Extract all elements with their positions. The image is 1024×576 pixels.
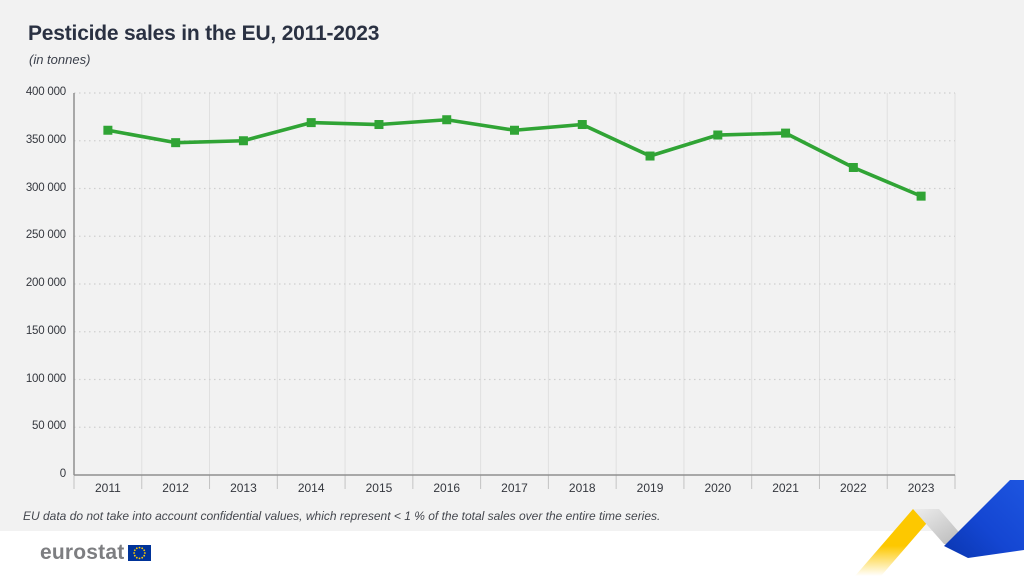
chart-subtitle: (in tonnes)	[29, 52, 91, 67]
chart-footnote: EU data do not take into account confide…	[23, 509, 661, 523]
footer-band	[0, 531, 1024, 576]
x-tick-label: 2020	[704, 481, 732, 495]
data-point-marker	[442, 115, 452, 125]
x-tick-label: 2021	[772, 481, 799, 495]
y-tick-label: 200 000	[25, 277, 66, 289]
data-point-marker	[916, 191, 926, 201]
x-tick-label: 2011	[94, 481, 121, 495]
data-point-marker	[577, 120, 587, 130]
data-point-marker	[171, 138, 181, 148]
eu-flag-stars	[133, 546, 147, 560]
data-point-marker	[103, 125, 113, 135]
data-point-marker	[781, 128, 791, 138]
x-tick-label: 2012	[162, 481, 189, 495]
y-tick-label: 100 000	[25, 372, 66, 385]
data-point-marker	[238, 136, 248, 146]
x-tick-label: 2023	[907, 481, 935, 495]
y-tick-label: 350 000	[25, 133, 66, 146]
x-tick-label: 2015	[365, 481, 393, 495]
x-tick-label: 2017	[501, 481, 528, 495]
eurostat-logo: eurostat	[40, 541, 152, 565]
y-tick-label: 150 000	[25, 324, 66, 337]
x-tick-label: 2013	[230, 481, 257, 495]
y-tick-label: 400 000	[25, 86, 66, 98]
data-point-marker	[374, 120, 384, 130]
x-tick-label: 2014	[297, 481, 325, 495]
eurostat-ribbon-icon	[855, 480, 1024, 576]
x-tick-label: 2018	[568, 481, 596, 495]
x-tick-label: 2019	[636, 481, 664, 495]
data-point-marker	[510, 125, 519, 135]
x-tick-label: 2022	[839, 481, 867, 495]
data-point-marker	[306, 118, 316, 128]
x-tick-label: 2016	[433, 481, 461, 495]
y-tick-label: 300 000	[25, 181, 66, 194]
y-tick-label: 50 000	[32, 420, 66, 433]
eurostat-logo-text: eurostat	[40, 541, 125, 564]
data-point-marker	[645, 151, 655, 161]
y-tick-label: 0	[59, 468, 66, 480]
chart-title: Pesticide sales in the EU, 2011-2023	[28, 22, 380, 45]
eu-flag-icon	[128, 545, 152, 561]
y-tick-label: 250 000	[25, 229, 66, 242]
data-point-marker	[848, 162, 858, 172]
data-point-marker	[713, 130, 723, 140]
